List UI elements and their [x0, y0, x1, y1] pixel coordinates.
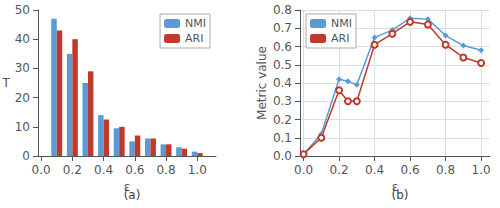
svg-text:0.8: 0.8	[436, 163, 455, 177]
svg-text:0: 0	[22, 149, 30, 163]
svg-text:NMI: NMI	[185, 17, 206, 30]
svg-text:0.4: 0.4	[273, 76, 292, 90]
svg-text:1.0: 1.0	[188, 163, 207, 177]
svg-text:0.0: 0.0	[273, 149, 292, 163]
svg-text:0.3: 0.3	[273, 94, 292, 108]
svg-text:1.0: 1.0	[472, 163, 491, 177]
svg-text:ε: ε	[123, 179, 131, 194]
svg-text:50: 50	[15, 3, 30, 17]
svg-text:NMI: NMI	[331, 17, 352, 30]
svg-text:Metric value: Metric value	[255, 46, 269, 120]
svg-text:ε: ε	[391, 179, 399, 194]
svg-text:0.1: 0.1	[273, 131, 292, 145]
svg-text:0.0: 0.0	[294, 163, 313, 177]
svg-text:30: 30	[15, 61, 30, 75]
svg-text:0.7: 0.7	[273, 21, 292, 35]
svg-text:ARI: ARI	[331, 32, 349, 45]
svg-text:(a): (a)	[124, 188, 141, 202]
svg-text:20: 20	[15, 91, 30, 105]
svg-text:0.4: 0.4	[365, 163, 384, 177]
svg-text:ARI: ARI	[185, 32, 203, 45]
svg-text:0.8: 0.8	[156, 163, 175, 177]
svg-text:0.0: 0.0	[32, 163, 51, 177]
svg-text:0.4: 0.4	[94, 163, 113, 177]
svg-text:0.2: 0.2	[63, 163, 82, 177]
svg-text:40: 40	[15, 32, 30, 46]
svg-text:0.8: 0.8	[273, 3, 292, 17]
svg-text:0.2: 0.2	[273, 113, 292, 127]
svg-text:0.5: 0.5	[273, 58, 292, 72]
svg-text:T: T	[1, 76, 10, 90]
svg-text:(b): (b)	[392, 188, 409, 202]
svg-text:0.2: 0.2	[330, 163, 349, 177]
svg-text:10: 10	[15, 120, 30, 134]
svg-text:0.6: 0.6	[125, 163, 144, 177]
svg-text:0.6: 0.6	[401, 163, 420, 177]
svg-text:0.6: 0.6	[273, 40, 292, 54]
